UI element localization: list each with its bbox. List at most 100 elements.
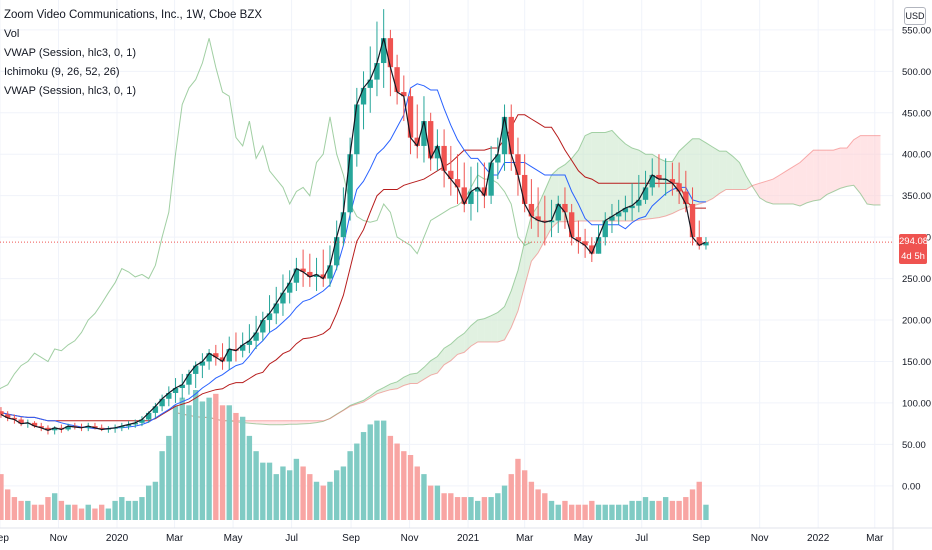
volume-bar	[689, 489, 696, 520]
time-tick-label: 2020	[106, 533, 129, 544]
candle-body	[233, 349, 239, 351]
volume-bar	[629, 500, 635, 520]
volume-bar	[374, 420, 380, 520]
candle-body	[273, 303, 279, 314]
cloud-segment	[773, 175, 780, 204]
volume-bar	[78, 508, 85, 520]
time-tick-label: Sep	[692, 533, 710, 544]
candle-body	[4, 414, 11, 418]
time-tick-label: 2022	[807, 533, 830, 544]
time-tick-label: Sep	[342, 533, 360, 544]
indicator-vwap-label[interactable]: VWAP (Session, hlc3, 0, 1)	[4, 47, 137, 59]
volume-bar	[320, 485, 326, 520]
cloud-segment	[424, 360, 431, 380]
price-tick-label: 100.00	[902, 398, 931, 409]
candle-body	[179, 384, 185, 389]
candle-body	[125, 424, 132, 427]
candle-body	[132, 422, 138, 425]
volume-bar	[293, 458, 300, 520]
cloud-segment	[638, 150, 646, 221]
cloud-segment	[873, 135, 881, 205]
candle-body	[568, 212, 575, 238]
candle-body	[98, 427, 105, 430]
volume-bar	[239, 416, 246, 520]
cloud-segment	[430, 356, 438, 376]
time-tick-label: Nov	[751, 533, 769, 544]
cloud-segment	[296, 420, 304, 425]
candle-body	[360, 87, 367, 105]
volume-bar	[300, 466, 306, 520]
cloud-segment	[786, 166, 794, 204]
cloud-segment	[330, 414, 337, 419]
close-line	[0, 38, 707, 431]
volume-bar	[98, 504, 105, 520]
candle-body	[380, 38, 387, 64]
candle-body	[367, 79, 373, 88]
volume-bar	[199, 401, 206, 520]
candle-body	[696, 237, 702, 246]
chart-legend: Zoom Video Communications, Inc., 1W, Cbo…	[4, 6, 262, 101]
indicator-vwap-label-2[interactable]: VWAP (Session, hlc3, 0, 1)	[4, 85, 137, 97]
base-line	[0, 114, 706, 422]
volume-bar	[434, 485, 441, 520]
volume-bars	[0, 390, 709, 520]
leading-span-a	[175, 129, 881, 426]
volume-bar	[515, 458, 521, 520]
candle-body	[669, 179, 676, 184]
candle-body	[18, 419, 24, 424]
candle-body	[0, 411, 4, 415]
volume-bar	[602, 504, 608, 520]
candle-body	[38, 426, 44, 428]
time-tick-label: Mar	[516, 533, 534, 544]
cloud-segment	[759, 181, 767, 202]
cloud-segment	[766, 179, 774, 204]
cloud-segment	[504, 290, 512, 340]
candle-body	[219, 357, 226, 362]
volume-bar	[642, 497, 649, 520]
volume-bar	[327, 481, 333, 520]
volume-bar	[31, 504, 38, 520]
candle-body	[461, 187, 467, 204]
volume-bar	[562, 500, 568, 520]
cloud-segment	[853, 135, 861, 194]
candle-body	[535, 216, 541, 221]
cloud-segment	[779, 170, 787, 204]
volume-bar	[575, 504, 582, 520]
candle-body	[394, 67, 400, 93]
candle-body	[401, 92, 407, 97]
cloud-segment	[323, 418, 330, 422]
candle-body	[629, 205, 635, 209]
volume-bar	[11, 497, 18, 520]
cloud-segment	[612, 130, 619, 221]
candle-body	[286, 282, 293, 293]
cloud-segment	[793, 162, 800, 206]
volume-bar	[51, 493, 58, 520]
volume-bar	[18, 500, 24, 520]
candle-body	[320, 274, 326, 279]
price-tick-label: 450.00	[902, 108, 931, 119]
cloud-segment	[283, 420, 290, 425]
volume-bar	[548, 500, 555, 520]
volume-bar	[535, 489, 541, 520]
volume-bar	[589, 500, 595, 520]
candle-body	[199, 361, 206, 366]
indicator-ichimoku-label[interactable]: Ichimoku (9, 26, 52, 26)	[4, 66, 120, 78]
chart-title[interactable]: Zoom Video Communications, Inc., 1W, Cbo…	[4, 9, 263, 21]
price-tick-label: 50.00	[902, 440, 926, 451]
indicator-volume-label[interactable]: Vol	[4, 28, 20, 40]
volume-bar	[649, 500, 655, 520]
candle-body	[239, 344, 246, 351]
price-tick-label: 400.00	[902, 150, 931, 161]
volume-bar	[313, 481, 320, 520]
volume-bar	[407, 455, 414, 520]
candle-body	[266, 313, 273, 321]
time-tick-label: Sep	[0, 533, 9, 544]
volume-bar	[179, 397, 185, 520]
conversion-line	[0, 83, 706, 430]
volume-bar	[192, 390, 199, 520]
volume-bar	[595, 504, 602, 520]
currency-selector[interactable]: USD	[904, 7, 926, 25]
volume-bar	[213, 393, 219, 520]
